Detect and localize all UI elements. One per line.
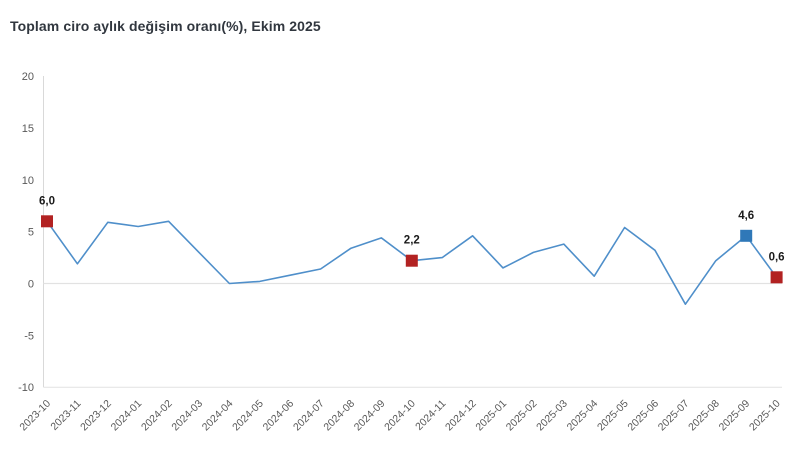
y-tick-label: 20 — [22, 71, 34, 83]
x-tick-label: 2024-12 — [443, 398, 479, 434]
x-tick-label: 2025-10 — [747, 398, 783, 434]
x-tick-label: 2025-04 — [565, 398, 601, 434]
x-tick-label: 2024-05 — [230, 398, 266, 434]
x-tick-label: 2025-06 — [625, 398, 661, 434]
marker-2025-09 — [740, 229, 753, 242]
marker-2025-10 — [770, 271, 783, 284]
x-tick-label: 2024-08 — [321, 398, 357, 434]
x-tick-label: 2024-04 — [200, 398, 236, 434]
marker-2024-10 — [405, 254, 418, 267]
y-tick-label: -10 — [18, 382, 34, 394]
x-tick-label: 2024-06 — [261, 398, 297, 434]
y-tick-label: 5 — [28, 227, 34, 239]
x-tick-label: 2025-07 — [656, 398, 692, 434]
data-label-2023-10: 6,0 — [39, 195, 55, 207]
data-label-2024-10: 2,2 — [404, 235, 420, 247]
x-tick-label: 2023-12 — [78, 398, 114, 434]
data-label-2025-10: 0,6 — [769, 251, 785, 263]
marker-2023-10 — [41, 215, 53, 228]
x-tick-label: 2024-01 — [109, 398, 145, 434]
chart-title: Toplam ciro aylık değişim oranı(%), Ekim… — [10, 18, 321, 34]
y-tick-label: 0 — [28, 279, 34, 291]
x-tick-label: 2024-10 — [382, 398, 418, 434]
x-tick-label: 2025-01 — [473, 398, 509, 434]
x-tick-label: 2024-09 — [352, 398, 388, 434]
x-tick-label: 2024-07 — [291, 398, 327, 434]
y-tick-label: -5 — [24, 330, 34, 342]
data-label-2025-09: 4,6 — [738, 210, 754, 222]
x-tick-label: 2025-05 — [595, 398, 631, 434]
y-tick-label: 15 — [22, 123, 34, 135]
x-tick-label: 2024-02 — [139, 398, 175, 434]
x-tick-label: 2023-10 — [17, 398, 53, 434]
x-tick-label: 2025-03 — [534, 398, 570, 434]
x-tick-label: 2024-11 — [413, 398, 448, 433]
x-tick-label: 2024-03 — [169, 398, 205, 434]
x-tick-label: 2025-09 — [717, 398, 753, 434]
x-tick-label: 2025-08 — [686, 398, 722, 434]
y-tick-label: 10 — [22, 175, 34, 187]
x-tick-label: 2025-02 — [504, 398, 540, 434]
x-tick-label: 2023-11 — [48, 398, 83, 433]
